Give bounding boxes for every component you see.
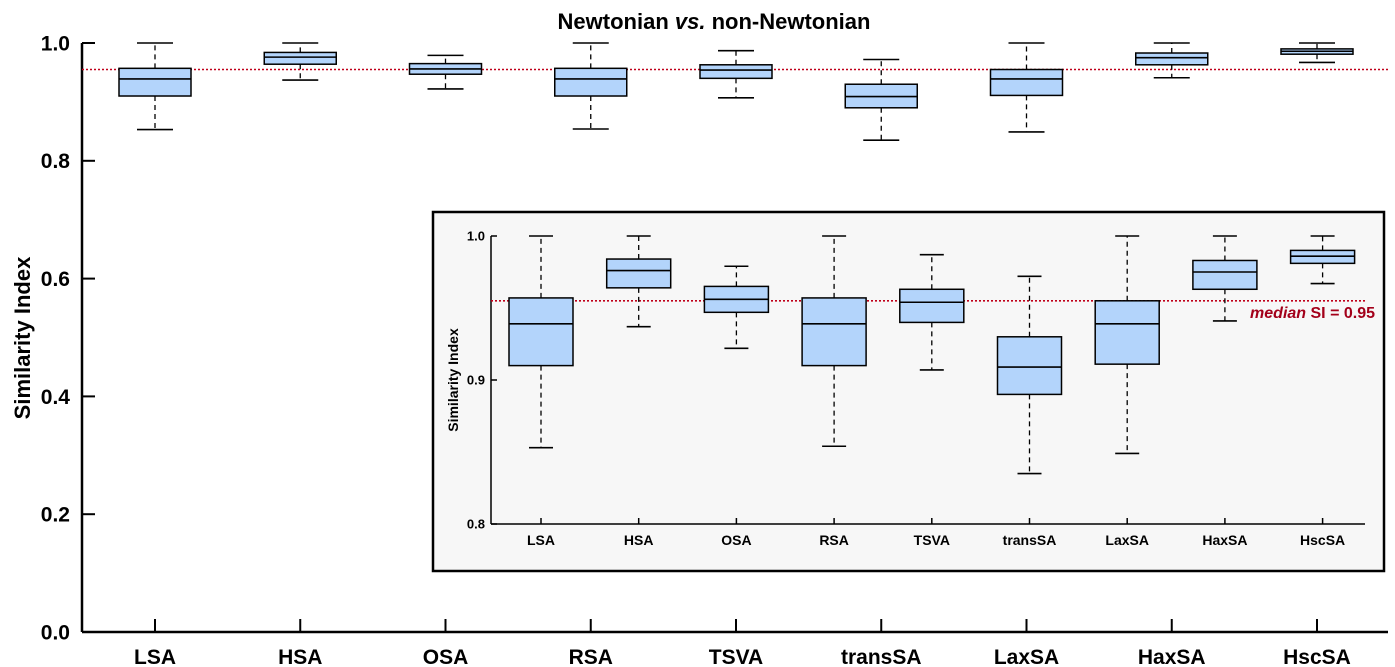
inset-x-tick-label: HSA — [624, 532, 654, 548]
inset-box-transSA — [996, 336, 1063, 396]
inset-y-axis-label: Similarity Index — [445, 328, 461, 432]
inset-plot: 0.8 0.9 1.0 LSA HSA OSA RSA TSVA transSA LaxSA Hax… — [467, 229, 1365, 548]
x-tick-label: LSA — [134, 646, 176, 667]
inset-box-HSA — [605, 258, 672, 289]
inset-y-tick-label: 1.0 — [467, 229, 485, 244]
y-tick-label: 0.2 — [41, 504, 70, 527]
x-tick-label: HaxSA — [1138, 646, 1206, 667]
inset-x-tick-label: LaxSA — [1105, 532, 1149, 548]
inset-box-TSVA — [899, 288, 965, 324]
inset-y-tick-label: 0.8 — [467, 517, 485, 532]
y-tick-label: 0.8 — [41, 150, 71, 173]
main-plot: 0.0 0.2 0.4 0.6 0.8 1.0 LSA HSA OSA RSA TSVA transS… — [41, 32, 1388, 667]
x-tick-label: TSVA — [709, 646, 763, 667]
x-tick-label: HscSA — [1283, 646, 1351, 667]
box-HSA — [263, 51, 337, 65]
box-HaxSA — [1135, 52, 1209, 66]
inset-box-LSA — [508, 297, 574, 367]
inset-box-HaxSA — [1192, 259, 1258, 291]
x-tick-label: LaxSA — [994, 646, 1059, 667]
y-axis-label: Similarity Index — [10, 256, 35, 419]
box-TSVA — [699, 64, 773, 80]
inset-x-tick-label: transSA — [1003, 532, 1057, 548]
y-tick-label: 1.0 — [41, 32, 70, 55]
inset-x-tick-label: LSA — [527, 532, 555, 548]
x-tick-label: RSA — [569, 646, 613, 667]
inset-y-tick-label: 0.9 — [467, 373, 485, 388]
x-tick-label: HSA — [278, 646, 322, 667]
box-RSA — [554, 67, 628, 97]
inset-x-tick-label: HscSA — [1300, 532, 1345, 548]
x-tick-label: transSA — [841, 646, 922, 667]
y-tick-label: 0.0 — [41, 621, 70, 644]
inset-x-tick-label: RSA — [819, 532, 849, 548]
box-LaxSA — [989, 68, 1064, 97]
chart-title: Newtonian vs. non-Newtonian — [558, 9, 871, 34]
inset-x-tick-label: TSVA — [914, 532, 950, 548]
inset-x-tick-label: OSA — [721, 532, 751, 548]
x-tick-label: OSA — [423, 646, 469, 667]
y-tick-label: 0.4 — [41, 386, 71, 409]
inset-box-LaxSA — [1094, 300, 1160, 365]
y-tick-label: 0.6 — [41, 268, 70, 291]
box-LSA — [118, 67, 192, 97]
median-annotation: median SI = 0.95 — [1250, 305, 1375, 322]
inset-x-tick-label: HaxSA — [1202, 532, 1247, 548]
inset-box-RSA — [801, 297, 867, 367]
